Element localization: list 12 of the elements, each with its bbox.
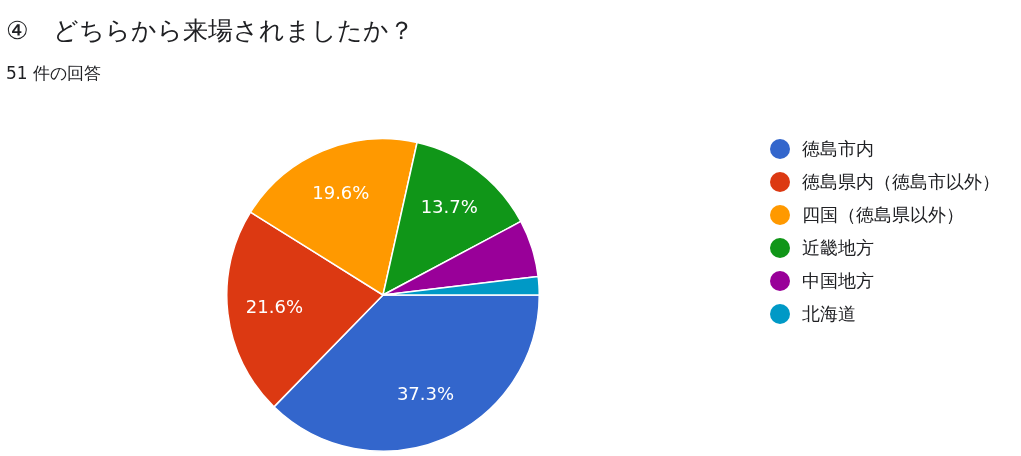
- chart-title: ④ どちらから来場されましたか？: [6, 15, 415, 47]
- legend-label: 中国地方: [802, 268, 874, 293]
- legend-label: 徳島県内（徳島市以外）: [802, 169, 1000, 194]
- data-label: 21.6%: [245, 295, 303, 317]
- legend-label: 北海道: [802, 301, 856, 326]
- legend-label: 徳島市内: [802, 136, 874, 161]
- data-label: 19.6%: [312, 181, 370, 203]
- data-label: 13.7%: [420, 195, 478, 217]
- legend-label: 四国（徳島県以外）: [802, 202, 964, 227]
- data-label: 37.3%: [396, 383, 455, 405]
- text: 51 件の回答: [6, 62, 102, 85]
- legend-label: 近畿地方: [802, 235, 874, 260]
